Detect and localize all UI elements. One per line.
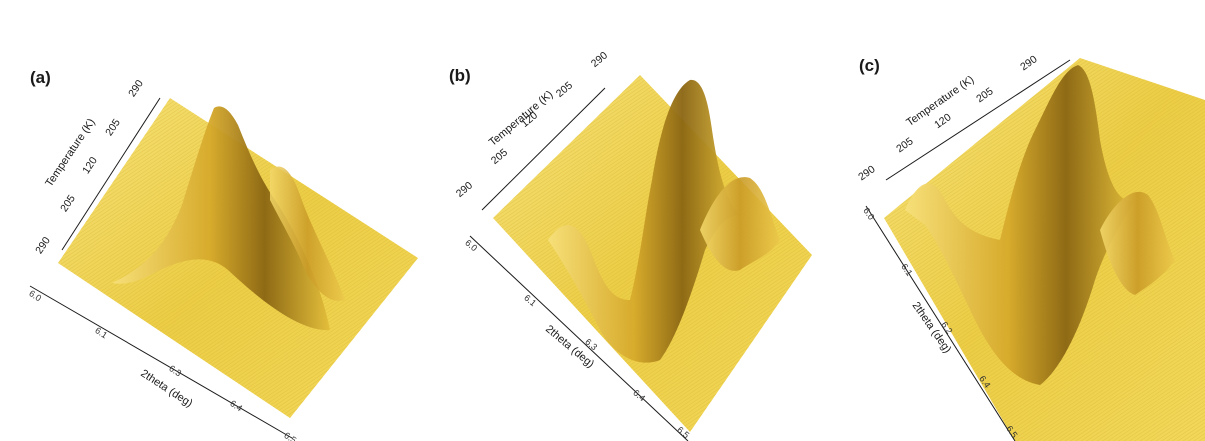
y-axis-label-a: Temperature (K) <box>43 117 97 190</box>
y-tick: 205 <box>894 135 915 155</box>
panel-label-a: (a) <box>30 68 51 87</box>
x-tick: 6.3 <box>167 363 183 378</box>
y-tick: 290 <box>1018 53 1039 73</box>
y-tick: 205 <box>103 117 123 138</box>
y-tick: 205 <box>489 146 510 167</box>
panel-label-c: (c) <box>859 56 880 75</box>
panel-label-b: (b) <box>449 66 471 85</box>
peak-ridge-c-secondary <box>1100 191 1175 295</box>
y-tick: 205 <box>554 79 575 100</box>
x-axis-line-b <box>469 235 689 441</box>
y-axis-line-c <box>885 59 1071 181</box>
y-tick: 290 <box>126 78 146 99</box>
y-tick: 120 <box>80 155 100 176</box>
peak-ridge-b-secondary <box>700 177 780 271</box>
peak-ridge-c-main <box>905 65 1135 385</box>
x-tick: 6.0 <box>463 238 479 254</box>
peak-ridge-a-main <box>112 106 330 331</box>
y-tick: 205 <box>974 85 995 105</box>
x-tick: 6.1 <box>522 293 538 309</box>
y-tick: 120 <box>932 111 953 131</box>
x-tick: 6.4 <box>228 398 244 413</box>
x-axis-label-a: 2theta (deg) <box>138 367 194 409</box>
y-tick: 290 <box>454 179 475 200</box>
y-tick: 290 <box>856 163 877 183</box>
y-axis-label-b: Temperature (K) <box>487 89 556 149</box>
peak-ridge-b-main <box>548 79 740 363</box>
x-tick: 6.5 <box>282 430 298 441</box>
peak-ridge-a-secondary <box>270 166 345 301</box>
panel-c: (c) 290 205 120 205 290 Temperature (K) … <box>856 53 1205 441</box>
x-axis-line-a <box>29 285 293 439</box>
y-tick: 290 <box>33 235 53 256</box>
y-tick: 290 <box>589 49 610 70</box>
panel-b: (b) 290 205 120 205 290 Temperature (K) … <box>449 49 812 441</box>
x-tick: 6.1 <box>93 325 109 340</box>
x-axis-line-c <box>865 205 1016 441</box>
panel-a: (a) 290 205 120 205 290 Temperature (K) … <box>27 68 418 441</box>
y-tick: 205 <box>58 193 78 214</box>
x-tick: 6.3 <box>583 337 599 353</box>
y-axis-line-b <box>481 87 606 211</box>
y-axis-line-a <box>61 97 161 251</box>
x-tick: 6.0 <box>27 288 43 303</box>
